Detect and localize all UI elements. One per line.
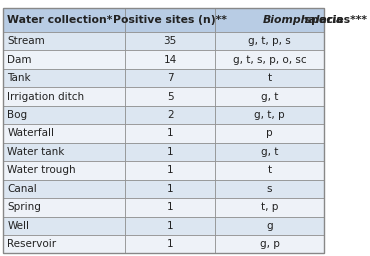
Bar <box>215 50 324 69</box>
Bar <box>3 50 125 69</box>
Bar <box>3 106 125 124</box>
Text: Biomphalaria: Biomphalaria <box>263 15 344 25</box>
Bar <box>3 161 125 180</box>
Text: Tank: Tank <box>7 73 31 83</box>
Text: Water tank: Water tank <box>7 147 65 157</box>
Bar <box>125 8 215 32</box>
Bar <box>215 87 324 106</box>
Text: 7: 7 <box>167 73 174 83</box>
Text: 1: 1 <box>167 129 174 138</box>
Text: Well: Well <box>7 221 29 231</box>
Text: species***: species*** <box>301 15 367 25</box>
Text: Spring: Spring <box>7 202 41 212</box>
Bar <box>3 124 125 143</box>
Bar <box>125 124 215 143</box>
Text: 2: 2 <box>167 110 174 120</box>
Text: g: g <box>266 221 273 231</box>
Bar <box>125 50 215 69</box>
Text: 35: 35 <box>164 36 177 46</box>
Bar <box>125 143 215 161</box>
Text: g, t, p, s: g, t, p, s <box>248 36 291 46</box>
Text: Waterfall: Waterfall <box>7 129 54 138</box>
Text: Dam: Dam <box>7 55 32 65</box>
Bar <box>125 87 215 106</box>
Bar <box>3 8 125 32</box>
Text: 1: 1 <box>167 239 174 249</box>
Text: 1: 1 <box>167 165 174 175</box>
Text: Positive sites (n)**: Positive sites (n)** <box>113 15 227 25</box>
Bar <box>215 217 324 235</box>
Bar <box>3 87 125 106</box>
Bar <box>3 198 125 217</box>
Bar <box>3 235 125 253</box>
Bar <box>215 161 324 180</box>
Text: g, t: g, t <box>261 147 278 157</box>
Text: Water collection*: Water collection* <box>7 15 112 25</box>
Text: 1: 1 <box>167 147 174 157</box>
Bar <box>125 198 215 217</box>
Text: Canal: Canal <box>7 184 37 194</box>
Bar <box>3 217 125 235</box>
Text: Stream: Stream <box>7 36 45 46</box>
Bar <box>125 235 215 253</box>
Text: Irrigation ditch: Irrigation ditch <box>7 92 84 102</box>
Bar <box>215 180 324 198</box>
Bar <box>125 217 215 235</box>
Text: s: s <box>267 184 272 194</box>
Text: 1: 1 <box>167 221 174 231</box>
Bar <box>215 143 324 161</box>
Bar <box>125 32 215 50</box>
Bar <box>215 69 324 87</box>
Text: Reservoir: Reservoir <box>7 239 56 249</box>
Text: t: t <box>268 73 272 83</box>
Bar <box>3 32 125 50</box>
Text: 1: 1 <box>167 202 174 212</box>
Bar <box>3 180 125 198</box>
Text: g, t, p: g, t, p <box>254 110 285 120</box>
Bar <box>3 69 125 87</box>
Bar <box>125 69 215 87</box>
Bar <box>215 124 324 143</box>
Text: g, p: g, p <box>260 239 279 249</box>
Bar <box>125 106 215 124</box>
Text: Bog: Bog <box>7 110 27 120</box>
Bar <box>215 8 324 32</box>
Bar <box>215 106 324 124</box>
Bar <box>125 180 215 198</box>
Text: Water trough: Water trough <box>7 165 76 175</box>
Bar <box>215 32 324 50</box>
Text: g, t: g, t <box>261 92 278 102</box>
Text: g, t, s, p, o, sc: g, t, s, p, o, sc <box>233 55 306 65</box>
Text: t, p: t, p <box>261 202 278 212</box>
Bar <box>215 235 324 253</box>
Text: 1: 1 <box>167 184 174 194</box>
Text: 5: 5 <box>167 92 174 102</box>
Text: 14: 14 <box>164 55 177 65</box>
Text: t: t <box>268 165 272 175</box>
Text: p: p <box>266 129 273 138</box>
Bar <box>215 198 324 217</box>
Bar <box>3 143 125 161</box>
Bar <box>125 161 215 180</box>
